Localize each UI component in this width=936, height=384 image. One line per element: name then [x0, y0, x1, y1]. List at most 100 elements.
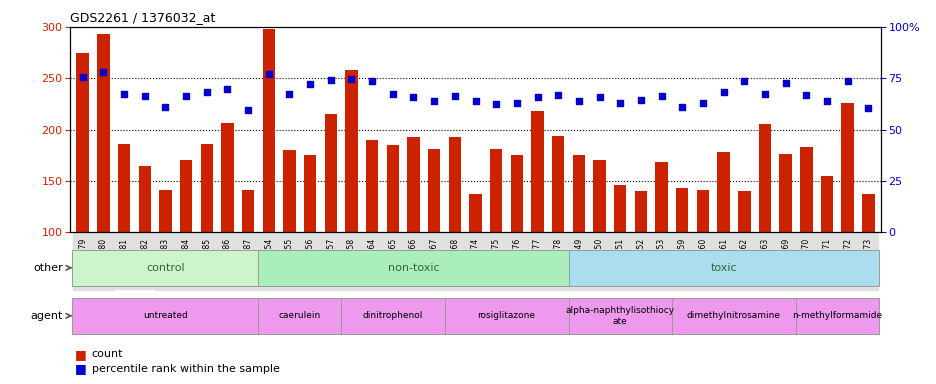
Text: agent: agent — [30, 311, 63, 321]
Bar — [820, 176, 832, 335]
Bar — [77, 53, 89, 335]
Bar — [696, 190, 709, 335]
Text: dinitrophenol: dinitrophenol — [362, 311, 422, 320]
Point — [364, 78, 379, 84]
Point — [344, 76, 358, 82]
Text: other: other — [33, 263, 63, 273]
Point — [158, 104, 173, 110]
Point — [199, 89, 214, 95]
Point — [756, 91, 771, 97]
Bar — [779, 154, 791, 335]
Point — [530, 94, 545, 100]
Point — [840, 78, 855, 84]
Text: percentile rank within the sample: percentile rank within the sample — [92, 364, 280, 374]
Bar — [241, 190, 254, 335]
Bar — [258, 250, 568, 286]
Bar — [200, 144, 212, 335]
Text: non-toxic: non-toxic — [388, 263, 439, 273]
Bar — [490, 149, 502, 335]
Point — [489, 101, 504, 107]
Bar — [159, 190, 171, 335]
Point — [819, 98, 834, 104]
Point — [715, 89, 730, 95]
Bar — [738, 191, 750, 335]
Point — [612, 100, 627, 106]
Point — [550, 92, 565, 98]
Point — [446, 93, 461, 99]
Text: ■: ■ — [75, 362, 87, 375]
Bar — [551, 136, 563, 335]
Bar — [262, 29, 274, 335]
Point — [509, 100, 524, 106]
Point — [798, 92, 813, 98]
Text: ■: ■ — [75, 348, 87, 361]
Text: rosiglitazone: rosiglitazone — [477, 311, 535, 320]
Bar — [448, 137, 461, 335]
Bar — [118, 144, 130, 335]
Text: toxic: toxic — [709, 263, 737, 273]
Point — [323, 77, 338, 83]
Point — [385, 91, 400, 97]
Point — [137, 93, 152, 99]
Bar — [444, 298, 568, 334]
Point — [220, 85, 235, 91]
Point — [467, 98, 482, 104]
Text: control: control — [146, 263, 184, 273]
Bar — [568, 298, 671, 334]
Point — [571, 98, 586, 104]
Bar — [799, 147, 812, 335]
Point — [75, 74, 90, 80]
Text: GDS2261 / 1376032_at: GDS2261 / 1376032_at — [70, 11, 215, 24]
Point — [777, 80, 792, 86]
Text: untreated: untreated — [143, 311, 187, 320]
Point — [592, 94, 607, 100]
Bar — [221, 123, 233, 335]
Bar — [428, 149, 440, 335]
Point — [674, 104, 689, 110]
Point — [405, 94, 420, 100]
Bar — [72, 250, 258, 286]
Bar — [510, 155, 522, 335]
Point — [282, 91, 297, 97]
Bar — [671, 298, 796, 334]
Text: alpha-naphthylisothiocy
ate: alpha-naphthylisothiocy ate — [565, 306, 674, 326]
Point — [653, 93, 668, 99]
Bar — [717, 152, 729, 335]
Bar — [139, 166, 151, 335]
Bar — [303, 155, 316, 335]
Point — [426, 98, 441, 104]
Bar — [568, 250, 878, 286]
Point — [116, 91, 131, 97]
Text: n-methylformamide: n-methylformamide — [792, 311, 882, 320]
Point — [261, 71, 276, 77]
Bar — [97, 34, 110, 335]
Bar — [841, 103, 853, 335]
Bar — [72, 298, 258, 334]
Bar — [861, 194, 873, 335]
Bar — [258, 298, 341, 334]
Bar — [531, 111, 543, 335]
Text: caerulein: caerulein — [278, 311, 320, 320]
Bar — [344, 70, 358, 335]
Point — [860, 105, 875, 111]
Text: dimethylnitrosamine: dimethylnitrosamine — [686, 311, 780, 320]
Bar — [613, 185, 626, 335]
Bar — [387, 145, 399, 335]
Bar — [634, 191, 647, 335]
Bar — [796, 298, 878, 334]
Point — [179, 93, 194, 99]
Bar — [407, 137, 419, 335]
Point — [241, 107, 256, 113]
Bar — [758, 124, 770, 335]
Bar — [676, 188, 688, 335]
Point — [695, 100, 709, 106]
Point — [633, 97, 648, 103]
Text: count: count — [92, 349, 124, 359]
Bar — [180, 161, 192, 335]
Bar — [654, 162, 667, 335]
Point — [736, 78, 751, 84]
Bar — [283, 150, 296, 335]
Bar — [469, 194, 481, 335]
Point — [95, 69, 110, 75]
Bar — [366, 140, 378, 335]
